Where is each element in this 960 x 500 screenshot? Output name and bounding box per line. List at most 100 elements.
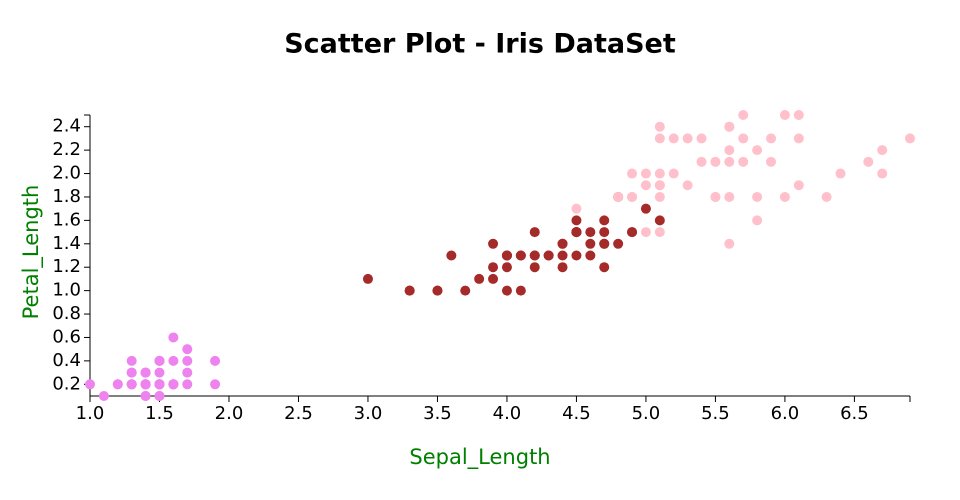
point	[724, 238, 735, 249]
point	[654, 133, 665, 144]
chart-title: Scatter Plot - Iris DataSet	[284, 29, 676, 60]
point	[627, 168, 638, 179]
point	[682, 180, 693, 191]
point	[724, 156, 735, 167]
point	[654, 215, 665, 226]
point	[515, 250, 526, 261]
point	[599, 238, 610, 249]
point	[571, 203, 582, 214]
point	[210, 379, 221, 390]
point	[905, 133, 915, 144]
point	[126, 379, 137, 390]
x-tick-label: 5.0	[632, 403, 661, 424]
x-axis-title: Sepal_Length	[409, 445, 550, 470]
y-tick-label: 1.6	[52, 209, 81, 230]
point	[668, 133, 679, 144]
point	[835, 168, 846, 179]
x-tick-label: 5.5	[701, 403, 730, 424]
x-tick-label: 4.5	[562, 403, 591, 424]
point	[140, 379, 151, 390]
point	[140, 367, 151, 378]
point	[696, 133, 707, 144]
point	[571, 227, 582, 238]
y-tick-label: 0.8	[52, 303, 81, 324]
y-tick-label: 0.6	[52, 326, 81, 347]
y-tick-label: 1.8	[52, 186, 81, 207]
point	[696, 156, 707, 167]
point	[710, 156, 721, 167]
point	[793, 110, 804, 120]
point	[460, 285, 471, 296]
x-tick-label: 3.0	[354, 403, 383, 424]
point	[182, 379, 193, 390]
point	[863, 156, 874, 167]
point	[182, 355, 193, 366]
point	[585, 250, 596, 261]
point	[627, 191, 638, 202]
point	[779, 191, 790, 202]
point	[668, 168, 679, 179]
point	[182, 367, 193, 378]
point	[446, 250, 457, 261]
x-tick-label: 2.0	[215, 403, 244, 424]
point	[112, 379, 123, 390]
point	[126, 355, 137, 366]
point	[154, 355, 165, 366]
point	[640, 203, 651, 214]
point	[529, 250, 540, 261]
point	[640, 227, 651, 238]
point	[168, 379, 179, 390]
point	[640, 168, 651, 179]
point	[779, 110, 790, 120]
point	[501, 285, 512, 296]
point	[654, 191, 665, 202]
point	[585, 238, 596, 249]
y-axis-title: Petal_Length	[19, 185, 44, 320]
point	[599, 227, 610, 238]
point	[766, 133, 777, 144]
point	[515, 285, 526, 296]
point	[126, 367, 137, 378]
point	[571, 215, 582, 226]
x-tick-label: 4.0	[493, 403, 522, 424]
y-tick-label: 2.0	[52, 163, 81, 184]
point	[627, 227, 638, 238]
point	[654, 227, 665, 238]
point	[182, 344, 193, 355]
point	[488, 262, 499, 273]
y-tick-label: 2.4	[52, 116, 81, 137]
point	[877, 145, 888, 156]
x-tick-label: 2.5	[284, 403, 313, 424]
x-tick-label: 6.5	[840, 403, 869, 424]
point	[210, 355, 221, 366]
point	[793, 133, 804, 144]
point	[599, 215, 610, 226]
point	[613, 191, 624, 202]
y-tick-label: 1.2	[52, 256, 81, 277]
point	[488, 238, 499, 249]
point	[766, 156, 777, 167]
point	[501, 250, 512, 261]
y-tick-label: 1.0	[52, 280, 81, 301]
point	[362, 273, 373, 284]
point	[154, 379, 165, 390]
point	[557, 262, 568, 273]
point	[543, 250, 554, 261]
point	[585, 227, 596, 238]
point	[654, 168, 665, 179]
y-tick-label: 0.4	[52, 350, 81, 371]
point	[404, 285, 415, 296]
point	[613, 238, 624, 249]
point	[710, 191, 721, 202]
point	[752, 215, 763, 226]
point	[557, 238, 568, 249]
point	[85, 379, 95, 390]
point	[877, 168, 888, 179]
x-tick-label: 1.5	[145, 403, 174, 424]
point	[724, 191, 735, 202]
point	[154, 367, 165, 378]
point	[738, 156, 749, 167]
point	[474, 273, 485, 284]
point	[821, 191, 832, 202]
point	[752, 145, 763, 156]
